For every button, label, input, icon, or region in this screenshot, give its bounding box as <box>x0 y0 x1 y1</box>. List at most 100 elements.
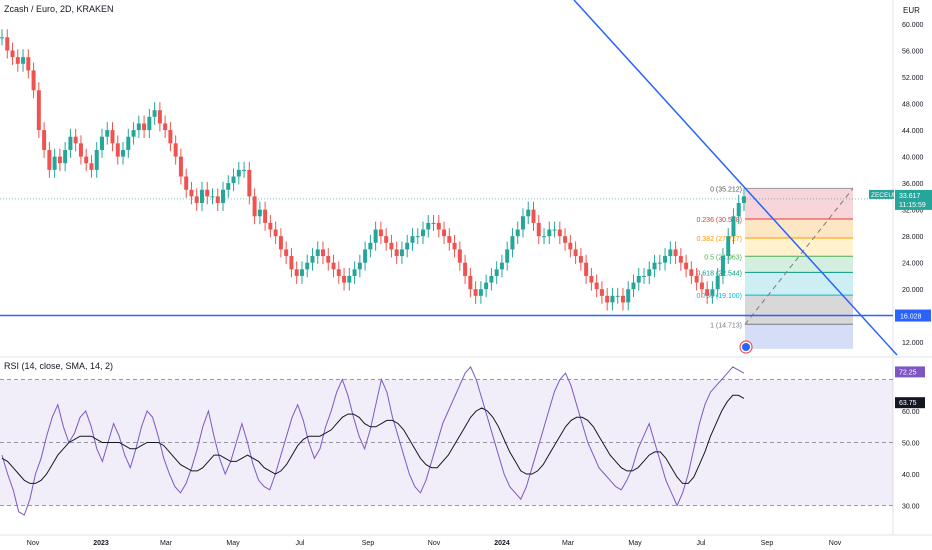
candle-body <box>42 130 47 150</box>
candle-body <box>399 249 404 257</box>
event-marker-dot <box>742 343 750 351</box>
price-tick-label: 40.000 <box>902 155 924 162</box>
candle-body <box>57 156 62 164</box>
candle-body <box>131 130 136 137</box>
candle-body <box>36 90 41 131</box>
rsi-sma-line <box>1 394 745 484</box>
candle-body <box>84 156 89 164</box>
candle-body <box>631 282 636 290</box>
candle-body <box>189 189 194 197</box>
rsi-line <box>1 365 745 516</box>
candle-body <box>736 203 741 217</box>
candle-body <box>110 130 115 144</box>
candle-body <box>73 136 78 144</box>
candle-body <box>589 275 594 283</box>
candle-body <box>605 295 610 303</box>
candle-body <box>452 242 457 250</box>
rsi-tick-label: 60.00 <box>902 409 920 416</box>
candle-body <box>226 183 231 190</box>
candle-body <box>710 289 715 296</box>
candle-body <box>215 196 220 204</box>
price-tick-label: 36.000 <box>902 181 924 188</box>
candle-body <box>173 143 178 157</box>
candle-body <box>568 242 573 250</box>
time-tick-label: May <box>628 540 642 547</box>
candle-body <box>442 229 447 237</box>
time-tick-label: 2024 <box>494 540 510 547</box>
candle-body <box>457 249 462 263</box>
candle-body <box>152 110 157 117</box>
candle-body <box>257 209 262 217</box>
candle-body <box>415 236 420 238</box>
candle-body <box>436 222 441 230</box>
fib-level-label: 1 (14.713) <box>710 322 742 329</box>
candle-body <box>531 209 536 223</box>
candle-body <box>647 269 652 276</box>
rsi-sma-label: 63.75 <box>899 400 917 407</box>
last-price-label: 33.617 <box>899 193 921 200</box>
candle-body <box>599 289 604 296</box>
candle-body <box>478 289 483 296</box>
time-tick-label: May <box>226 540 240 547</box>
candle-body <box>673 249 678 257</box>
last-price-tag <box>895 189 932 210</box>
candle-body <box>184 176 189 190</box>
candle-body <box>389 242 394 250</box>
candle-body <box>684 262 689 270</box>
candle-body <box>505 249 510 263</box>
candle-body <box>373 229 378 243</box>
candle-body <box>494 269 499 276</box>
candle-body <box>668 249 673 257</box>
candle-body <box>563 236 568 243</box>
candle-body <box>168 130 173 144</box>
candle-body <box>626 289 631 303</box>
time-tick-label: Sep <box>761 540 774 547</box>
candle-body <box>147 116 152 131</box>
candle-body <box>326 256 331 263</box>
candle-body <box>499 262 504 270</box>
price-tick-label: 52.000 <box>902 75 924 82</box>
candle-body <box>252 196 257 217</box>
candle-body <box>321 249 326 257</box>
candle-body <box>536 222 541 237</box>
fib-zone-1 <box>745 219 853 238</box>
candle-body <box>231 176 236 184</box>
candle-body <box>157 110 162 124</box>
candle-body <box>299 269 304 276</box>
candle-body <box>699 282 704 290</box>
candle-body <box>5 37 10 51</box>
price-tick-label: 60.000 <box>902 22 924 29</box>
candle-body <box>236 169 241 177</box>
candle-body <box>694 275 699 283</box>
rsi-title: RSI (14, close, SMA, 14, 2) <box>4 361 114 371</box>
candle-body <box>620 295 625 303</box>
rsi-value-label: 72.25 <box>899 369 917 376</box>
candle-body <box>15 57 20 64</box>
candle-body <box>105 130 110 137</box>
candle-body <box>657 262 662 264</box>
candle-body <box>31 70 36 91</box>
fib-level-label: 0 (35.212) <box>710 186 742 193</box>
rsi-value-tag <box>895 366 925 378</box>
candle-body <box>615 295 620 297</box>
time-tick-label: Nov <box>27 540 40 547</box>
candle-body <box>705 289 710 296</box>
candle-body <box>368 242 373 250</box>
symbol-tag <box>869 189 894 199</box>
candle-body <box>573 249 578 257</box>
candle-body <box>210 196 215 198</box>
candle-body <box>136 123 141 131</box>
fib-zone-4 <box>745 272 853 296</box>
candle-body <box>663 256 668 263</box>
time-tick-label: Mar <box>160 540 173 547</box>
candle-body <box>720 256 725 276</box>
candle-body <box>363 249 368 263</box>
candle-body <box>63 149 68 164</box>
candle-body <box>520 216 525 230</box>
candle-body <box>142 123 147 131</box>
candle-body <box>294 269 299 276</box>
support-price-label: 16.028 <box>900 314 922 321</box>
price-tick-label: 32.000 <box>902 208 924 215</box>
candle-body <box>305 262 310 270</box>
